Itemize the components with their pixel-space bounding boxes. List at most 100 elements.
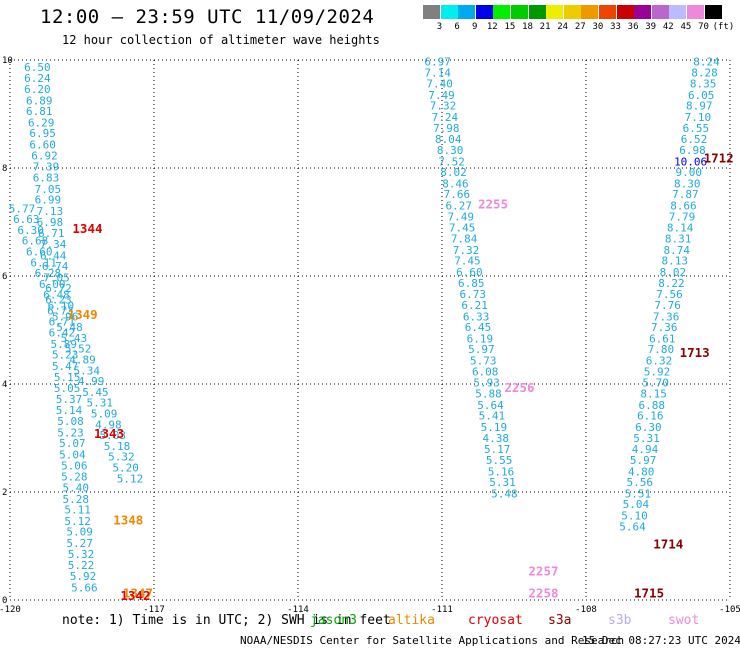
wave-height-label: 6.92 <box>31 149 58 162</box>
pass-time-label: 1344 <box>72 221 102 236</box>
wave-height-label: 5.28 <box>61 471 88 484</box>
wave-height-label: 5.07 <box>59 437 86 450</box>
wave-height-label: 6.60 <box>456 266 483 279</box>
wave-height-label: 6.45 <box>465 321 492 334</box>
wave-height-label: 6.61 <box>649 332 676 345</box>
wave-height-label: 8.02 <box>440 166 467 179</box>
wave-height-label: 7.36 <box>651 321 678 334</box>
colorbar-swatch <box>581 5 599 19</box>
wave-height-label: 5.12 <box>117 472 144 485</box>
wave-height-label: 5.19 <box>481 421 508 434</box>
wave-height-label: 5.43 <box>61 332 88 345</box>
colorbar-swatch <box>511 5 528 19</box>
wave-height-label: 7.36 <box>653 310 680 323</box>
wave-height-label: 6.42 <box>49 326 76 339</box>
wave-height-label: 6.99 <box>35 194 62 207</box>
wave-height-label: 7.13 <box>37 205 64 218</box>
wave-height-label: 7.39 <box>33 161 60 174</box>
wave-height-label: 5.48 <box>56 321 83 334</box>
wave-height-label: 8.13 <box>662 255 689 268</box>
wave-height-label: 6.71 <box>49 316 76 329</box>
wave-height-label: 6.30 <box>635 421 662 434</box>
wave-height-label: 5.37 <box>56 393 83 406</box>
wave-height-label: 5.56 <box>627 476 654 489</box>
wave-height-label: 4.94 <box>632 443 659 456</box>
wave-height-label: 7.52 <box>438 155 465 168</box>
x-tick-label: -111 <box>431 605 453 615</box>
x-tick-label: -117 <box>143 605 165 615</box>
wave-height-label: 5.92 <box>70 570 97 583</box>
wave-height-label: 5.77 <box>9 202 36 215</box>
x-tick-label: -108 <box>575 605 597 615</box>
wave-height-label: 6.60 <box>29 139 56 152</box>
y-tick-label: 10 <box>2 56 13 66</box>
wave-height-label: 5.32 <box>68 548 95 561</box>
legend-s3a: s3a <box>548 613 572 628</box>
wave-height-label: 8.28 <box>691 67 718 80</box>
colorbar-swatch <box>704 5 722 19</box>
wave-height-label: 6.52 <box>681 133 708 146</box>
wave-height-label: 6.20 <box>24 83 51 96</box>
pass-time-label: 2255 <box>478 197 508 212</box>
colorbar-label: 30 <box>592 22 604 32</box>
wave-height-label: 5.32 <box>108 451 135 464</box>
footer-timestamp: 15 Dec 08:27:23 UTC 2024 <box>582 634 740 647</box>
wave-height-label: 7.10 <box>685 111 712 124</box>
colorbar-swatch <box>599 5 616 19</box>
wave-height-label: 5.04 <box>59 449 86 462</box>
wave-height-label: 8.46 <box>442 177 469 190</box>
colorbar-swatch <box>669 5 687 19</box>
wave-height-label: 6.73 <box>459 288 486 301</box>
wave-height-label: 5.31 <box>633 432 660 445</box>
colorbar-swatch <box>616 5 634 19</box>
wave-height-label: 8.14 <box>667 222 694 235</box>
wave-height-label: 5.22 <box>68 559 95 572</box>
wave-height-label: 7.14 <box>424 67 451 80</box>
pass-time-label: 1349 <box>68 307 98 322</box>
y-tick-label: 6 <box>2 272 7 282</box>
wave-height-label: 5.23 <box>57 426 84 439</box>
legend-altika: altika <box>388 613 435 628</box>
wave-height-label: 8.30 <box>437 144 464 157</box>
wave-height-label: 4.98 <box>95 418 122 431</box>
wave-height-label: 6.55 <box>683 122 710 135</box>
wave-height-label: 4.38 <box>483 432 510 445</box>
wave-height-label: 5.73 <box>470 355 497 368</box>
wave-height-label: 6.81 <box>26 105 53 118</box>
legend-swot: swot <box>668 613 700 628</box>
x-tick-label: -120 <box>0 605 21 615</box>
wave-height-label: 5.10 <box>621 510 648 523</box>
wave-height-label: 6.83 <box>33 172 60 185</box>
wave-height-label: 5.41 <box>479 410 506 423</box>
wave-height-label: 5.55 <box>486 454 513 467</box>
wave-height-label: 6.28 <box>35 267 62 280</box>
wave-height-label: 5.03 <box>99 429 126 442</box>
wave-height-label: 8.35 <box>690 78 717 91</box>
colorbar-swatch <box>440 5 458 19</box>
wave-height-label: 6.89 <box>26 94 53 107</box>
wave-height-label: 7.34 <box>40 238 67 251</box>
wave-height-label: 5.64 <box>619 520 646 533</box>
wave-height-label: 6.27 <box>446 200 473 213</box>
wave-height-label: 5.04 <box>623 498 650 511</box>
wave-height-label: 7.98 <box>433 122 460 135</box>
wave-height-label: 5.11 <box>64 504 91 517</box>
colorbar-label: 42 <box>662 22 674 32</box>
wave-height-label: 5.89 <box>51 338 78 351</box>
wave-height-label: 7.40 <box>426 78 453 91</box>
wave-height-label: 7.24 <box>432 111 459 124</box>
wave-height-label: 5.06 <box>61 459 88 472</box>
wave-height-label: 7.66 <box>444 188 471 201</box>
wave-height-label: 6.05 <box>688 89 715 102</box>
colorbar-label: 15 <box>504 22 516 32</box>
y-tick-label: 4 <box>2 380 7 390</box>
pass-time-label: 1347 <box>123 585 153 600</box>
footer-credit: NOAA/NESDIS Center for Satellite Applica… <box>240 634 625 647</box>
wave-height-label: 5.14 <box>56 404 83 417</box>
wave-height-label: 10.06 <box>674 155 707 168</box>
wave-height-label: 6.08 <box>472 365 499 378</box>
wave-height-label: 8.15 <box>640 388 667 401</box>
wave-height-label: 5.12 <box>64 515 91 528</box>
legend-cryosat: cryosat <box>468 613 523 628</box>
